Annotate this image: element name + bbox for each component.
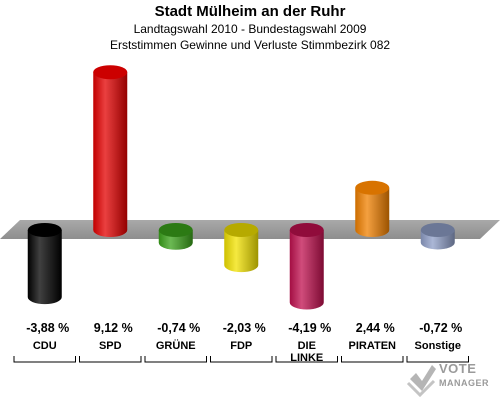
logo-text-manager: MANAGER [439,378,489,388]
bar-cap [224,223,259,237]
bar-cap [158,223,193,237]
value-label: -4,19 % [288,321,331,335]
category-axis-segment [275,356,338,363]
value-label: -2,03 % [223,321,266,335]
bar-cdu [27,230,62,305]
category-axis-segment [406,356,469,363]
bar-fdp [224,230,259,273]
value-label: -0,72 % [419,321,462,335]
chart-subtitle-2: Erststimmen Gewinne und Verluste Stimmbe… [109,38,391,52]
category-label: DIE [298,340,316,352]
category-axis-segment [79,356,142,363]
category-label: PIRATEN [349,340,397,352]
chart-subtitle: Landtagswahl 2010 - Bundestagswahl 2009 [133,22,367,36]
logo-text-vote: VOTE [439,361,477,376]
category-label: LINKE [290,352,323,364]
category-label: FDP [230,340,252,352]
category-label: Sonstige [415,340,461,352]
value-label: 9,12 % [94,321,133,335]
bar-cap [420,223,455,237]
value-label: -3,88 % [26,321,69,335]
chart-title: Stadt Mülheim an der Ruhr [154,3,346,20]
bar-cap [355,180,390,195]
bar-cap [289,223,324,237]
category-label: CDU [33,340,57,352]
vote-manager-logo: VOTE MANAGER [406,358,496,398]
bar-die-linke [289,230,324,310]
bar-cap [93,65,128,80]
value-label: 2,44 % [356,321,395,335]
bar-cap [27,223,62,237]
ballot-check-icon [406,365,436,397]
category-axis-segment [210,356,273,363]
bar-spd [93,72,128,237]
bar-piraten [355,187,390,237]
category-axis-segment [13,356,76,363]
category-axis-segment [341,356,404,363]
value-label: -0,74 % [157,321,200,335]
category-axis-segment [144,356,207,363]
category-label: GRÜNE [156,339,196,352]
category-label: SPD [99,340,122,352]
